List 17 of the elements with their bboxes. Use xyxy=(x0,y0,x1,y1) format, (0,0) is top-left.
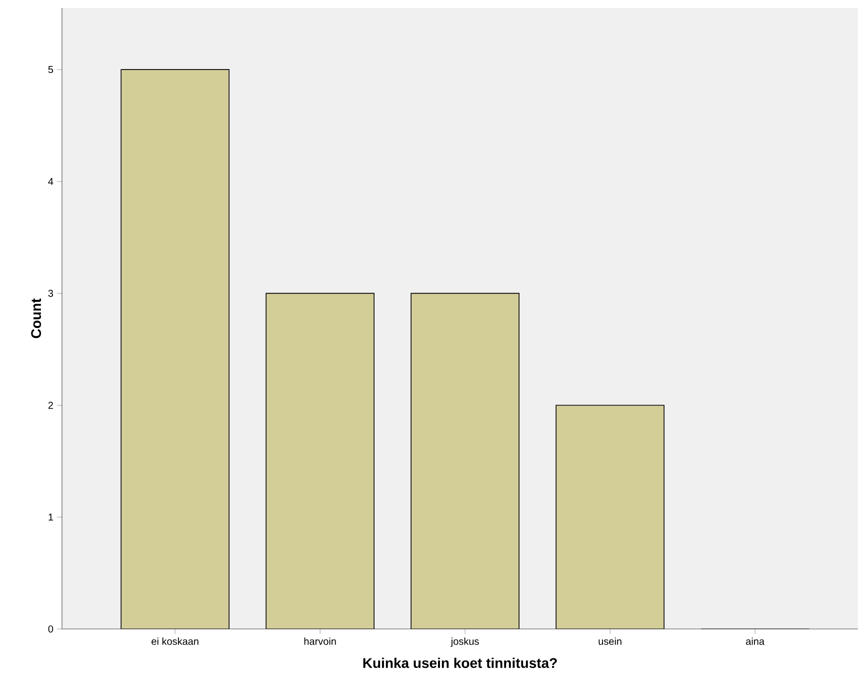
x-tick-label: usein xyxy=(598,638,622,645)
y-tick-label: 1 xyxy=(48,514,53,521)
y-tick-label: 4 xyxy=(48,178,54,185)
x-tick-label: ei koskaan xyxy=(152,638,198,645)
x-tick-label: aina xyxy=(746,638,765,645)
x-tick-label: harvoin xyxy=(304,638,336,645)
y-tick-label: 3 xyxy=(48,290,54,297)
bar xyxy=(266,292,374,629)
y-tick-label: 2 xyxy=(48,402,53,409)
x-axis-title: Kuinka usein koet tinnitusta? xyxy=(363,658,557,668)
y-tick-label: 0 xyxy=(48,625,54,633)
x-tick-label: joskus xyxy=(450,638,479,647)
y-tick-label: 5 xyxy=(48,66,54,74)
bar xyxy=(556,404,664,629)
y-axis-title: Count xyxy=(31,298,42,338)
bar xyxy=(120,69,230,629)
bar xyxy=(410,292,520,629)
